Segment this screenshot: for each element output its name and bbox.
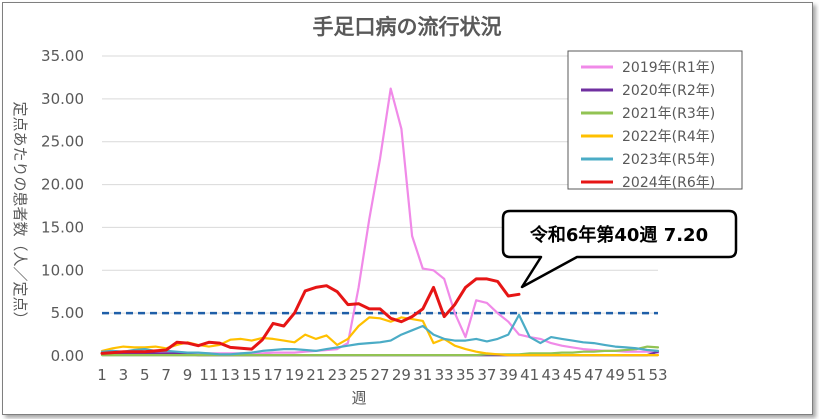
callout-text: 令和6年第40週 7.20 xyxy=(529,224,708,246)
x-tick-labels: 1 3 5 7 9 11 13 15 17 19 21 23 25 27 29 31 33 35 37 39 41 43 4… xyxy=(97,366,667,384)
x-tick-label: 21 xyxy=(306,366,325,384)
legend: 2019年(R1年) 2020年(R2年) 2021年(R3年) 2022年(R4年)… xyxy=(567,50,743,191)
x-tick-label: 33 xyxy=(435,366,454,384)
y-tick-label: 15.00 xyxy=(41,218,84,236)
series-line-2021年(R3年) xyxy=(100,345,660,357)
x-tick-label: 19 xyxy=(285,366,304,384)
callout-bubble xyxy=(501,209,738,289)
x-tick-label: 47 xyxy=(584,366,603,384)
chart: 0.00 5.00 10.00 15.00 20.00 25.00 30.00 35.00 1… xyxy=(11,15,743,407)
x-tick-label: 27 xyxy=(370,366,389,384)
series-line-2022年(R4年) xyxy=(100,316,660,357)
x-tick-label: 49 xyxy=(606,366,625,384)
legend-label: 2024年(R6年) xyxy=(622,175,715,191)
series-lines xyxy=(100,87,660,357)
y-tick-label: 5.00 xyxy=(51,304,84,322)
x-tick-label: 13 xyxy=(221,366,240,384)
x-tick-label: 53 xyxy=(648,366,667,384)
annotation-callout: 令和6年第40週 7.20 xyxy=(501,209,738,289)
x-axis-label: 週 xyxy=(351,389,366,407)
legend-label: 2020年(R2年) xyxy=(622,83,715,99)
x-tick-label: 11 xyxy=(199,366,218,384)
legend-label: 2022年(R4年) xyxy=(622,129,715,145)
y-tick-labels: 0.00 5.00 10.00 15.00 20.00 25.00 30.00 35.00 xyxy=(41,47,84,365)
gridlines xyxy=(102,55,658,314)
y-tick-label: 25.00 xyxy=(41,133,84,151)
x-tick-label: 37 xyxy=(477,366,496,384)
y-tick-label: 30.00 xyxy=(41,90,84,108)
x-tick-label: 5 xyxy=(140,366,150,384)
x-tick-label: 3 xyxy=(119,366,129,384)
x-tick-label: 15 xyxy=(242,366,261,384)
y-tick-label: 10.00 xyxy=(41,261,84,279)
x-tick-label: 35 xyxy=(456,366,475,384)
x-tick-label: 1 xyxy=(97,366,107,384)
y-tick-label: 0.00 xyxy=(51,347,84,365)
chart-title: 手足口病の流行状況 xyxy=(313,15,502,39)
legend-label: 2021年(R3年) xyxy=(622,106,715,122)
y-axis-label: 定点あたりの患者数（人／定点） xyxy=(11,101,29,326)
y-tick-label: 20.00 xyxy=(41,176,84,194)
x-tick-label: 43 xyxy=(542,366,561,384)
x-tick-label: 45 xyxy=(563,366,582,384)
legend-label: 2019年(R1年) xyxy=(622,60,715,76)
x-tick-label: 23 xyxy=(328,366,347,384)
x-tick-label: 29 xyxy=(392,366,411,384)
y-tick-label: 35.00 xyxy=(41,47,84,65)
legend-box xyxy=(567,50,743,190)
legend-label: 2023年(R5年) xyxy=(622,152,715,168)
x-tick-label: 25 xyxy=(349,366,368,384)
series-line-2024年(R6年) xyxy=(100,277,521,355)
chart-frame: 0.00 5.00 10.00 15.00 20.00 25.00 30.00 35.00 1… xyxy=(2,2,813,415)
x-tick-label: 9 xyxy=(183,366,193,384)
x-tick-label: 31 xyxy=(413,366,432,384)
series-line-2023年(R5年) xyxy=(100,313,660,356)
x-tick-label: 41 xyxy=(520,366,539,384)
x-tick-label: 17 xyxy=(264,366,283,384)
x-tick-label: 51 xyxy=(627,366,646,384)
x-tick-label: 39 xyxy=(499,366,518,384)
x-tick-label: 7 xyxy=(161,366,171,384)
